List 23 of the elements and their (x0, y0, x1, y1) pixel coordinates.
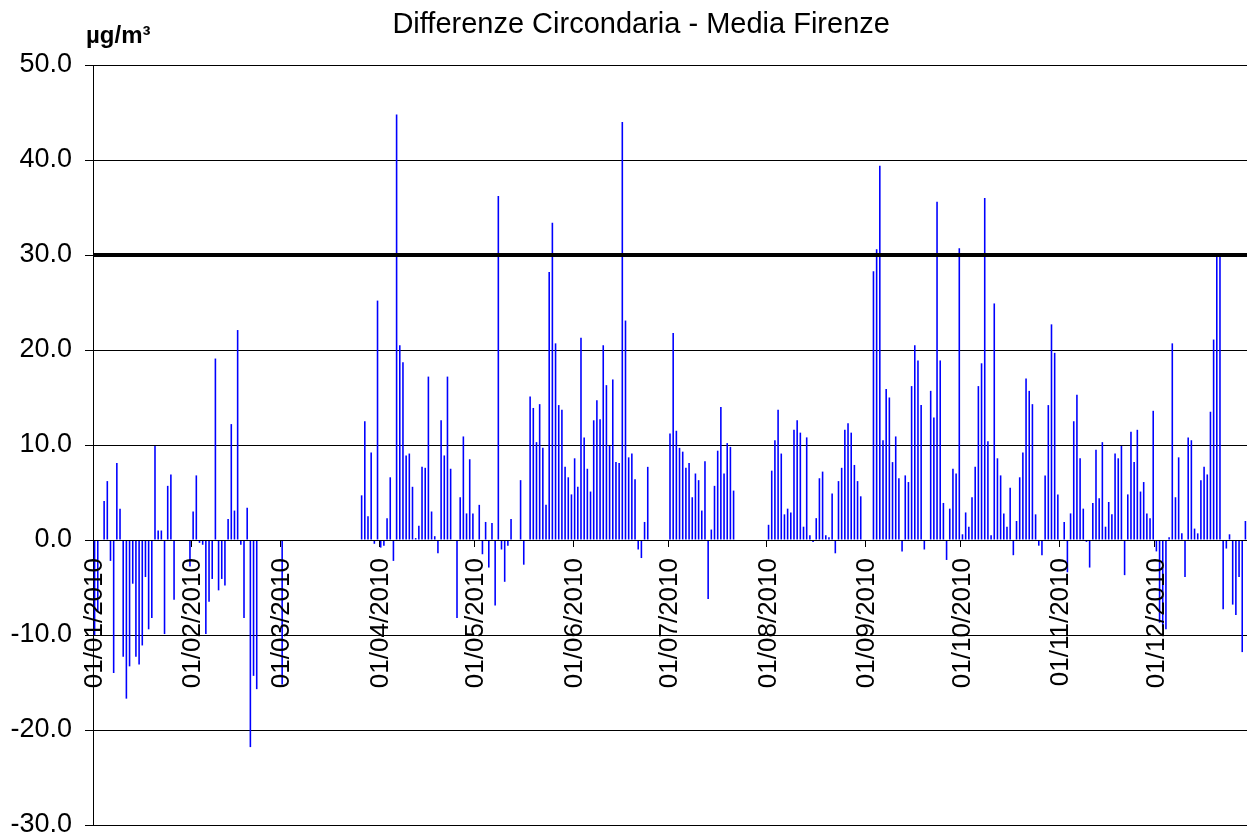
x-tick-label: 01/08/2010 (751, 558, 782, 689)
x-tick-label: 01/06/2010 (557, 558, 588, 689)
y-tick-label: 50.0 (19, 48, 72, 79)
x-tick-label: 01/04/2010 (363, 558, 394, 689)
x-tick-label: 01/02/2010 (176, 558, 207, 689)
y-axis-title: µg/m³ (86, 21, 151, 48)
y-tick-label: 10.0 (19, 428, 72, 459)
x-tick-label: 01/10/2010 (945, 558, 976, 689)
y-tick-label: -30.0 (10, 808, 72, 836)
x-tick-label: 01/03/2010 (265, 558, 296, 689)
y-tick-label: 0.0 (34, 523, 72, 554)
y-tick-label: 20.0 (19, 333, 72, 364)
y-tick-label: -10.0 (10, 618, 72, 649)
y-tick-label: 40.0 (19, 143, 72, 174)
x-tick-label: 01/09/2010 (850, 558, 881, 689)
x-tick-label: 01/05/2010 (459, 558, 490, 689)
x-tick-label: 01/12/2010 (1139, 558, 1170, 689)
x-tick-label: 01/07/2010 (653, 558, 684, 689)
y-tick-label: 30.0 (19, 238, 72, 269)
x-tick-label: 01/01/2010 (77, 558, 108, 689)
chart-title: Differenze Circondaria - Media Firenze (392, 7, 890, 39)
y-tick-label: -20.0 (10, 713, 72, 744)
x-tick-label: 01/11/2010 (1044, 558, 1075, 687)
